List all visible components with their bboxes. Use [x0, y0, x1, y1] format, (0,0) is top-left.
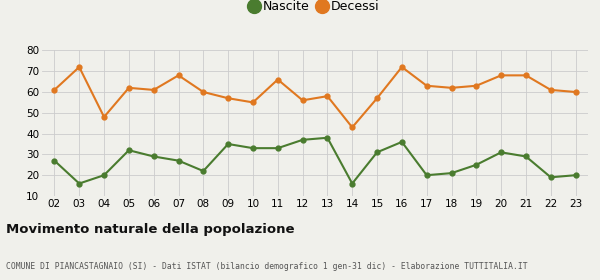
Text: Movimento naturale della popolazione: Movimento naturale della popolazione	[6, 223, 295, 235]
Text: COMUNE DI PIANCASTAGNAIO (SI) - Dati ISTAT (bilancio demografico 1 gen-31 dic) -: COMUNE DI PIANCASTAGNAIO (SI) - Dati IST…	[6, 262, 527, 271]
Legend: Nascite, Decessi: Nascite, Decessi	[246, 0, 384, 18]
